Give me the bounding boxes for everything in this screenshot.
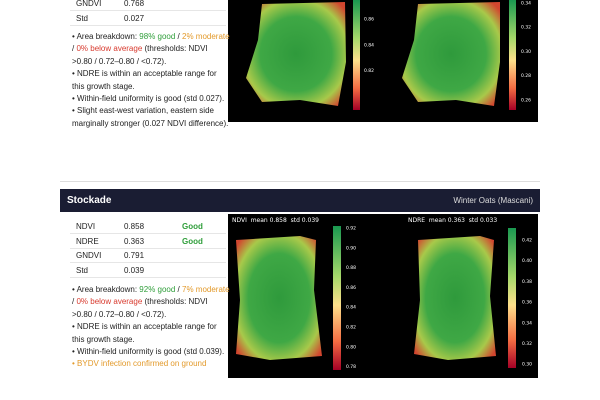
table-row: NDVI 0.858 Good <box>70 219 226 234</box>
field-map <box>414 236 496 360</box>
table-row: Std 0.039 <box>70 263 226 279</box>
table-cell: 0.791 <box>124 251 145 261</box>
bullet-text: / <box>175 32 182 41</box>
colorbar <box>508 228 516 368</box>
colorbar-label: 0.34 <box>521 1 531 7</box>
bullet: • Within-field uniformity is good (std 0… <box>72 93 230 105</box>
table-cell: 0.858 <box>124 222 145 231</box>
field-map <box>402 2 500 106</box>
bullet-text: • BYDV infection confirmed on ground <box>72 359 207 369</box>
bullet-text: • Area breakdown: <box>72 285 140 294</box>
bullet-text: • Area breakdown: <box>72 32 140 41</box>
bullet-text: 98% good <box>139 32 176 41</box>
field-map <box>246 2 346 106</box>
table-row: NDRE 0.363 Good <box>70 234 226 249</box>
colorbar-label: 0.82 <box>346 325 356 331</box>
colorbar <box>333 226 341 370</box>
table-row: GNDVI 0.768 <box>70 0 226 11</box>
section-name: Stockade <box>67 195 112 206</box>
section-header: Stockade Winter Oats (Mascani) <box>60 189 540 212</box>
colorbar-label: 0.36 <box>522 300 532 306</box>
bullet-text: 2% moderate <box>182 32 230 41</box>
bullet-text: / <box>72 44 77 54</box>
bullet-text: / <box>175 285 182 294</box>
bullet-text: 0% below average <box>76 44 143 54</box>
bullet: • NDRE is within an acceptable range for… <box>72 321 230 346</box>
table-cell: Good <box>182 236 203 246</box>
table-cell: Std <box>76 13 89 23</box>
colorbar <box>509 0 516 110</box>
table-cell: 0.039 <box>124 266 145 276</box>
bullet-list: • Area breakdown: 92% good / 7% moderate… <box>72 284 230 371</box>
colorbar-label: 0.26 <box>521 97 531 103</box>
colorbar-label: 0.92 <box>346 226 356 232</box>
section-crop: Winter Oats (Mascani) <box>453 196 533 205</box>
divider <box>60 181 540 182</box>
table-cell: Std <box>76 266 89 276</box>
colorbar-label: 0.30 <box>522 362 532 368</box>
bullet-text: 7% moderate <box>182 285 230 294</box>
colorbar-label: 0.40 <box>522 258 532 264</box>
colorbar-label: 0.42 <box>522 238 532 244</box>
table-cell: GNDVI <box>76 251 102 261</box>
table-cell: NDRE <box>76 236 99 246</box>
table-cell: NDVI <box>76 222 96 231</box>
table-row: Std 0.027 <box>70 11 226 26</box>
bullet: • Within-field uniformity is good (std 0… <box>72 346 230 358</box>
colorbar-label: 0.86 <box>364 17 374 23</box>
bullet-text: 0% below average <box>76 297 143 307</box>
table-cell: 0.768 <box>124 0 145 8</box>
bullet-text: • Slight east-west variation, eastern si… <box>72 106 229 128</box>
bullet-text: • NDRE is within an acceptable range for… <box>72 322 217 344</box>
colorbar-label: 0.28 <box>521 73 531 79</box>
colorbar-label: 0.34 <box>522 320 532 326</box>
colorbar-label: 0.30 <box>521 49 531 55</box>
bullet-list: • Area breakdown: 98% good / 2% moderate… <box>72 31 230 130</box>
bullet-text: / <box>72 297 77 307</box>
colorbar-label: 0.80 <box>346 344 356 350</box>
bullet: • BYDV infection confirmed on ground <box>72 358 230 370</box>
bullet-text: (thresholds: NDVI >0.80 / 0.72–0.80 / <0… <box>72 297 208 319</box>
colorbar-label: 0.84 <box>364 42 374 48</box>
colorbar-label: 0.86 <box>346 285 356 291</box>
table-row: GNDVI 0.791 <box>70 248 226 264</box>
bullet-text: • Within-field uniformity is good (std 0… <box>72 94 225 104</box>
table-cell: Good <box>182 222 203 231</box>
field-map <box>236 236 322 360</box>
table-cell: 0.363 <box>124 236 145 246</box>
panel-title: NDVI mean 0.858 std 0.039 <box>232 217 319 224</box>
colorbar-label: 0.78 <box>346 364 356 370</box>
colorbar-label: 0.82 <box>364 68 374 74</box>
bullet: • Slight east-west variation, eastern si… <box>72 105 230 130</box>
colorbar-label: 0.84 <box>346 305 356 311</box>
bullet-text: • Within-field uniformity is good (std 0… <box>72 347 225 357</box>
colorbar <box>353 0 360 110</box>
colorbar-label: 0.88 <box>346 265 356 271</box>
bullet: • Area breakdown: 92% good / 7% moderate… <box>72 284 230 321</box>
bullet-text: 92% good <box>139 285 176 294</box>
table-cell: 0.027 <box>124 13 145 23</box>
bullet: • Area breakdown: 98% good / 2% moderate… <box>72 31 230 68</box>
bullet-text: (thresholds: NDVI >0.80 / 0.72–0.80 / <0… <box>72 44 208 66</box>
colorbar-label: 0.90 <box>346 245 356 251</box>
bullet-text: • NDRE is within an acceptable range for… <box>72 69 217 91</box>
bullet: • NDRE is within an acceptable range for… <box>72 68 230 93</box>
table-cell: GNDVI <box>76 0 102 8</box>
colorbar-label: 0.32 <box>522 341 532 347</box>
colorbar-label: 0.38 <box>522 279 532 285</box>
panel-title: NDRE mean 0.363 std 0.033 <box>408 217 497 224</box>
colorbar-label: 0.32 <box>521 25 531 31</box>
